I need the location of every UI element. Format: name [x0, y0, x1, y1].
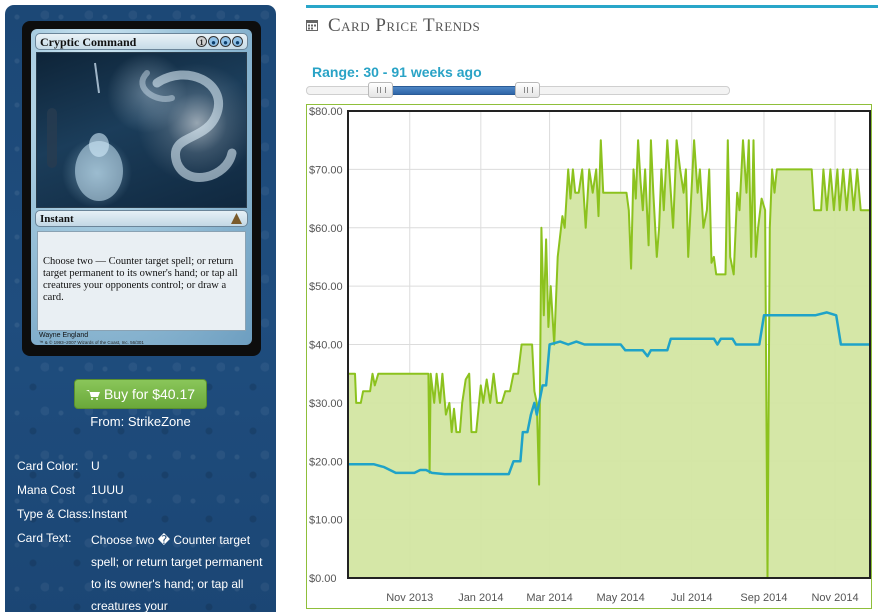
card-type-line: Instant — [40, 213, 74, 225]
y-tick-label: $80.00 — [309, 106, 343, 118]
y-tick-label: $60.00 — [309, 223, 343, 235]
y-tick-label: $70.00 — [309, 164, 343, 176]
section-title-text: Card Price Trends — [328, 15, 481, 36]
mana-symbol-blue-icon: ● — [208, 36, 219, 47]
buy-button[interactable]: Buy for $40.17 — [74, 379, 207, 409]
y-tick-label: $40.00 — [309, 340, 343, 352]
card-name-bar: Cryptic Command 1 ● ● ● — [35, 33, 248, 50]
x-tick-label: Nov 2013 — [386, 592, 433, 604]
y-tick-label: $50.00 — [309, 281, 343, 293]
x-tick-label: May 2014 — [596, 592, 644, 604]
shopping-cart-icon — [85, 390, 100, 400]
mana-symbol-blue-icon: ● — [220, 36, 231, 47]
calendar-icon — [306, 20, 318, 31]
plot-area-border — [347, 110, 871, 579]
y-tick-label: $0.00 — [309, 573, 337, 585]
x-tick-label: Jan 2014 — [458, 592, 503, 604]
x-tick-label: Jul 2014 — [671, 592, 713, 604]
y-tick-label: $10.00 — [309, 515, 343, 527]
property-card-text-value: Choose two � Counter target spell; or re… — [91, 533, 263, 612]
range-slider-selection — [375, 86, 527, 95]
range-slider-max-handle[interactable] — [515, 82, 540, 98]
card-details-panel: Cryptic Command 1 ● ● ● — [5, 5, 276, 612]
series-line-blue — [348, 311, 870, 476]
card-artist-credit: Wayne England — [39, 332, 89, 339]
card-rules-text: Choose two — Counter target spell; or re… — [37, 231, 246, 331]
range-slider-min-handle[interactable] — [368, 82, 393, 98]
card-type-bar: Instant — [35, 210, 248, 227]
property-label: Card Text: — [17, 531, 72, 545]
y-tick-label: $30.00 — [309, 398, 343, 410]
x-tick-label: Nov 2014 — [811, 592, 858, 604]
price-trend-chart: $0.00 $10.00 $20.00 $30.00 $40.00 $50.00 $60.0… — [306, 104, 872, 609]
set-symbol-icon — [231, 213, 242, 224]
property-label: Type & Class: — [17, 507, 92, 521]
y-tick-label: $20.00 — [309, 456, 343, 468]
card-body: Cryptic Command 1 ● ● ● — [31, 29, 252, 345]
chart-series — [348, 139, 870, 579]
card-mana-cost: 1 ● ● ● — [196, 36, 243, 47]
property-value: Instant — [91, 507, 128, 521]
card-artwork — [36, 52, 247, 208]
artwork-swirl-illustration — [47, 62, 237, 201]
price-chart-svg: $0.00 $10.00 $20.00 $30.00 $40.00 $50.00 $60.0… — [309, 106, 871, 604]
card-image: Cryptic Command 1 ● ● ● — [22, 21, 261, 356]
series-area-fill — [348, 140, 870, 578]
card-name: Cryptic Command — [40, 35, 137, 49]
mana-symbol-blue-icon: ● — [232, 36, 243, 47]
property-label: Mana Cost — [17, 483, 76, 497]
property-label: Card Color: — [17, 459, 79, 473]
buy-button-label: Buy for $40.17 — [103, 386, 196, 402]
mana-symbol-generic-icon: 1 — [196, 36, 207, 47]
card-copyright: ™ & © 1993–2007 Wizards of the Coast, In… — [39, 340, 144, 345]
property-value: 1UUU — [91, 483, 124, 497]
chart-axes: $0.00 $10.00 $20.00 $30.00 $40.00 $50.00 $60.0… — [309, 106, 871, 604]
range-label: Range: 30 - 91 weeks ago — [312, 64, 482, 80]
seller-name: From: StrikeZone — [90, 414, 191, 429]
section-divider — [306, 5, 878, 8]
x-tick-label: Mar 2014 — [526, 592, 572, 604]
property-value: U — [91, 459, 100, 473]
section-title: Card Price Trends — [306, 15, 480, 37]
x-tick-label: Sep 2014 — [740, 592, 787, 604]
